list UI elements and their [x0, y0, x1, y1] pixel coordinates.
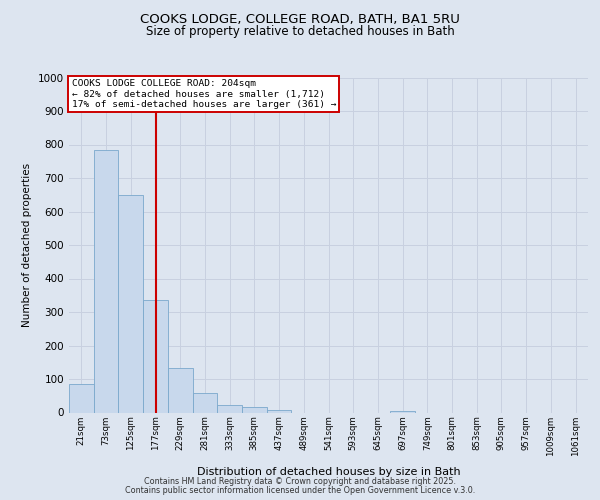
Bar: [94, 150, 118, 412]
Bar: [242, 408, 267, 412]
Text: Contains HM Land Registry data © Crown copyright and database right 2025.: Contains HM Land Registry data © Crown c…: [144, 477, 456, 486]
Text: COOKS LODGE COLLEGE ROAD: 204sqm
← 82% of detached houses are smaller (1,712)
17: COOKS LODGE COLLEGE ROAD: 204sqm ← 82% o…: [71, 79, 336, 109]
Bar: [168, 368, 193, 412]
Bar: [118, 196, 143, 412]
Bar: [69, 384, 94, 412]
Bar: [217, 405, 242, 412]
Bar: [390, 411, 415, 412]
Text: COOKS LODGE, COLLEGE ROAD, BATH, BA1 5RU: COOKS LODGE, COLLEGE ROAD, BATH, BA1 5RU: [140, 12, 460, 26]
X-axis label: Distribution of detached houses by size in Bath: Distribution of detached houses by size …: [197, 467, 460, 477]
Bar: [193, 394, 217, 412]
Bar: [267, 410, 292, 412]
Text: Contains public sector information licensed under the Open Government Licence v.: Contains public sector information licen…: [125, 486, 475, 495]
Y-axis label: Number of detached properties: Number of detached properties: [22, 163, 32, 327]
Text: Size of property relative to detached houses in Bath: Size of property relative to detached ho…: [146, 25, 454, 38]
Bar: [143, 300, 168, 412]
